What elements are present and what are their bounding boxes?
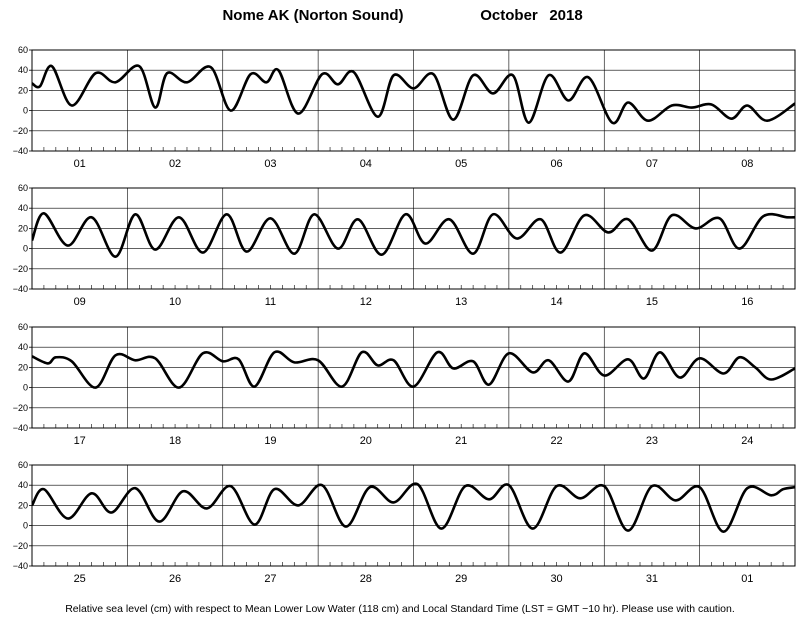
chart-title-station: Nome AK (Norton Sound) bbox=[222, 7, 403, 24]
day-label: 21 bbox=[455, 435, 467, 447]
y-tick-label: 0 bbox=[23, 383, 28, 393]
y-tick-label: 60 bbox=[18, 460, 28, 470]
y-tick-label: −40 bbox=[13, 284, 28, 294]
day-label: 02 bbox=[169, 158, 181, 170]
y-tick-label: 20 bbox=[18, 85, 28, 95]
y-tick-label: 40 bbox=[18, 203, 28, 213]
y-tick-label: 20 bbox=[18, 500, 28, 510]
day-label: 10 bbox=[169, 296, 181, 308]
y-tick-label: 60 bbox=[18, 183, 28, 193]
y-tick-label: 60 bbox=[18, 322, 28, 332]
day-label: 20 bbox=[360, 435, 372, 447]
day-label: 07 bbox=[646, 158, 658, 170]
day-label: 01 bbox=[74, 158, 86, 170]
day-label: 31 bbox=[646, 573, 658, 585]
day-label: 09 bbox=[74, 296, 86, 308]
day-label: 12 bbox=[360, 296, 372, 308]
panel-4: 60 40 20 0 −20 −40 25 26 27 28 29 30 31 01 bbox=[13, 460, 796, 585]
day-label: 15 bbox=[646, 296, 658, 308]
y-tick-label: 60 bbox=[18, 45, 28, 55]
day-label: 24 bbox=[741, 435, 753, 447]
day-label: 08 bbox=[741, 158, 753, 170]
y-tick-label: 0 bbox=[23, 106, 28, 116]
day-label: 23 bbox=[646, 435, 658, 447]
chart-footnote: Relative sea level (cm) with respect to … bbox=[65, 603, 735, 615]
day-label: 05 bbox=[455, 158, 467, 170]
day-label: 28 bbox=[360, 573, 372, 585]
day-label: 25 bbox=[74, 573, 86, 585]
tide-series-line bbox=[32, 212, 795, 258]
y-tick-label: −20 bbox=[13, 403, 28, 413]
panel-1: 60 40 20 0 −20 −40 01 02 03 04 05 06 07 08 bbox=[13, 45, 796, 170]
day-label: 16 bbox=[741, 296, 753, 308]
y-tick-label: −40 bbox=[13, 146, 28, 156]
tide-series-line bbox=[32, 64, 795, 125]
y-tick-label: −40 bbox=[13, 423, 28, 433]
day-label: 30 bbox=[550, 573, 562, 585]
tide-panels: 60 40 20 0 −20 −40 01 02 03 04 05 06 07 08 60 40 20 0 −20 −… bbox=[13, 45, 796, 585]
y-tick-label: 0 bbox=[23, 521, 28, 531]
day-label: 11 bbox=[265, 296, 276, 308]
tide-series-line bbox=[32, 350, 795, 389]
chart-title-month: October bbox=[480, 7, 538, 24]
day-label: 19 bbox=[264, 435, 276, 447]
y-tick-label: 0 bbox=[23, 244, 28, 254]
panel-frame bbox=[31, 464, 796, 567]
panel-frame bbox=[31, 326, 796, 429]
day-label: 03 bbox=[264, 158, 276, 170]
day-label: 01 bbox=[741, 573, 753, 585]
y-tick-label: 20 bbox=[18, 223, 28, 233]
y-tick-label: −20 bbox=[13, 264, 28, 274]
day-label: 13 bbox=[455, 296, 467, 308]
day-label: 22 bbox=[550, 435, 562, 447]
day-label: 27 bbox=[264, 573, 276, 585]
y-tick-label: −20 bbox=[13, 126, 28, 136]
chart-title-year: 2018 bbox=[549, 7, 582, 24]
day-label: 17 bbox=[74, 435, 86, 447]
y-tick-label: 40 bbox=[18, 342, 28, 352]
day-label: 26 bbox=[169, 573, 181, 585]
y-tick-label: −40 bbox=[13, 561, 28, 571]
tide-series-line bbox=[32, 482, 795, 534]
y-tick-label: −20 bbox=[13, 541, 28, 551]
day-label: 14 bbox=[550, 296, 562, 308]
panel-2: 60 40 20 0 −20 −40 09 10 11 12 13 14 15 16 bbox=[13, 183, 796, 308]
y-tick-label: 20 bbox=[18, 362, 28, 372]
panel-frame bbox=[31, 49, 796, 152]
day-label: 18 bbox=[169, 435, 181, 447]
panel-3: 60 40 20 0 −20 −40 17 18 19 20 21 22 23 24 bbox=[13, 322, 796, 447]
y-tick-label: 40 bbox=[18, 480, 28, 490]
day-label: 04 bbox=[360, 158, 372, 170]
y-tick-label: 40 bbox=[18, 65, 28, 75]
day-label: 06 bbox=[550, 158, 562, 170]
day-label: 29 bbox=[455, 573, 467, 585]
